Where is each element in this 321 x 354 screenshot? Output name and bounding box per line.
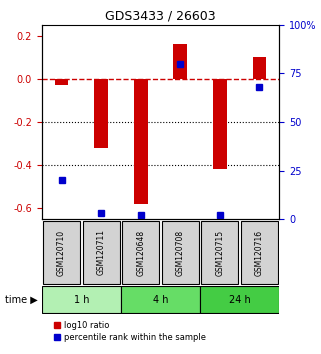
FancyBboxPatch shape xyxy=(122,221,159,285)
FancyBboxPatch shape xyxy=(241,221,278,285)
Text: time ▶: time ▶ xyxy=(5,295,38,305)
FancyBboxPatch shape xyxy=(43,221,80,285)
Title: GDS3433 / 26603: GDS3433 / 26603 xyxy=(105,9,216,22)
Text: 4 h: 4 h xyxy=(153,295,168,305)
FancyBboxPatch shape xyxy=(42,286,121,313)
FancyBboxPatch shape xyxy=(201,221,239,285)
Text: GSM120710: GSM120710 xyxy=(57,229,66,275)
Text: GSM120715: GSM120715 xyxy=(215,229,224,275)
Bar xyxy=(94,79,108,148)
Text: 24 h: 24 h xyxy=(229,295,251,305)
FancyBboxPatch shape xyxy=(121,286,200,313)
Text: GSM120716: GSM120716 xyxy=(255,229,264,275)
Text: GSM120648: GSM120648 xyxy=(136,229,145,275)
FancyBboxPatch shape xyxy=(200,286,279,313)
Bar xyxy=(213,79,227,170)
Text: 1 h: 1 h xyxy=(74,295,89,305)
Bar xyxy=(253,57,266,79)
Legend: log10 ratio, percentile rank within the sample: log10 ratio, percentile rank within the … xyxy=(51,318,209,345)
FancyBboxPatch shape xyxy=(162,221,199,285)
Bar xyxy=(134,79,148,204)
Bar xyxy=(55,79,68,85)
Text: GSM120708: GSM120708 xyxy=(176,229,185,275)
FancyBboxPatch shape xyxy=(82,221,120,285)
Bar xyxy=(173,44,187,79)
Text: GSM120711: GSM120711 xyxy=(97,229,106,275)
